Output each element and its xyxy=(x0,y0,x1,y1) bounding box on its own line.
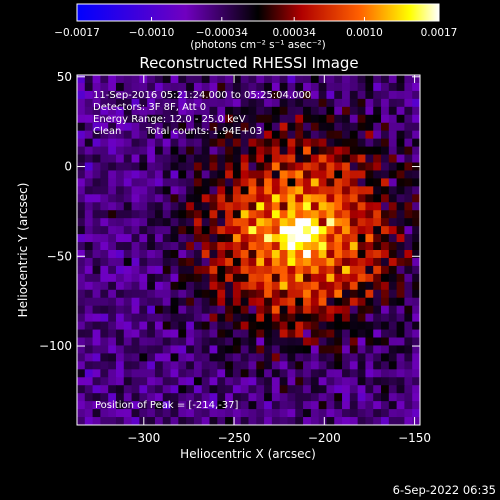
y-axis-label: Heliocentric Y (arcsec) xyxy=(16,183,30,318)
annotation-time-range: 11-Sep-2016 05:21:24.000 to 05:25:04.000 xyxy=(93,90,311,101)
x-tick-label: −150 xyxy=(398,431,431,445)
colorbar-ticks: −0.0017 −0.0010 −0.00034 0.00034 0.0010 0.001… xyxy=(54,17,457,39)
colorbar-tick-label: 0.00034 xyxy=(272,27,316,39)
x-tick-label: −250 xyxy=(218,431,251,445)
annotation-method: Clean xyxy=(93,126,121,137)
heatmap-image xyxy=(77,75,420,425)
colorbar-tick-label: 0.0010 xyxy=(346,27,383,39)
colorbar-tick-label: −0.0010 xyxy=(129,27,175,39)
footer-timestamp: 6-Sep-2022 06:35 xyxy=(393,483,496,497)
x-tick-label: −300 xyxy=(127,431,160,445)
y-tick-label: 50 xyxy=(57,70,72,84)
colorbar-tick-label: −0.00034 xyxy=(196,27,249,39)
annotation-detectors: Detectors: 3F 8F, Att 0 xyxy=(93,102,206,113)
colorbar-tick-label: −0.0017 xyxy=(54,27,100,39)
annotation-counts: Total counts: 1.94E+03 xyxy=(145,126,262,137)
colorbar-unit-label: (photons cm⁻² s⁻¹ asec⁻²) xyxy=(190,39,325,51)
chart-title: Reconstructed RHESSI Image xyxy=(139,54,358,72)
colorbar xyxy=(76,3,440,22)
y-tick-label: 0 xyxy=(64,160,72,174)
plot-frame xyxy=(76,74,421,426)
colorbar-tick-label: 0.0017 xyxy=(421,27,458,39)
y-tick-label: −100 xyxy=(39,339,72,353)
annotation-peak: Position of Peak = [-214,-37] xyxy=(95,400,239,411)
x-axis-label: Heliocentric X (arcsec) xyxy=(180,447,316,461)
x-tick-label: −200 xyxy=(308,431,341,445)
y-tick-label: −50 xyxy=(47,249,72,263)
axis-ticks: −300 −250 −200 −150 50 0 −50 −100 xyxy=(39,70,431,445)
annotation-energy: Energy Range: 12.0 - 25.0 keV xyxy=(93,114,246,125)
